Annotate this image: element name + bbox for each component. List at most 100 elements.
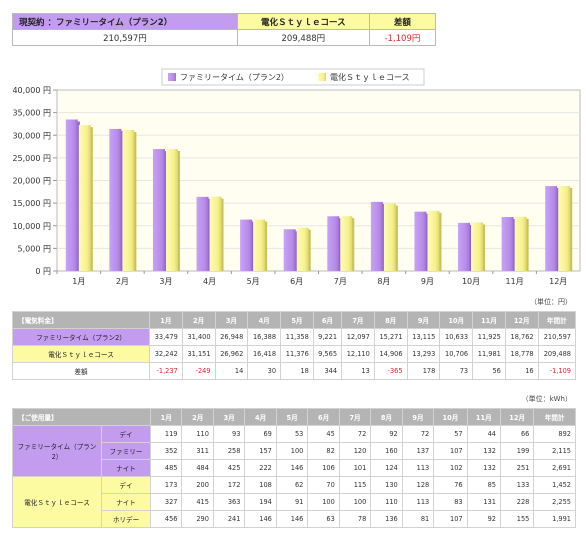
value-cell: 241 (212, 510, 246, 528)
value-cell: 32,242 (149, 345, 183, 363)
bar-side (133, 132, 137, 271)
bar-family (65, 119, 78, 271)
value-cell: 100 (307, 493, 340, 511)
value-cell: 128 (401, 476, 435, 494)
value-cell: 107 (433, 510, 468, 528)
value-cell: -365 (373, 362, 408, 380)
x-tick-label: 3月 (159, 277, 172, 286)
bar-denka (165, 148, 178, 271)
bar-side (556, 188, 560, 271)
total-cell: 210,597 (537, 328, 577, 346)
sub-label: ファミリー (101, 442, 151, 460)
sub-label: ホリデー (101, 510, 151, 528)
bar-side (381, 203, 385, 271)
bar-denka (427, 210, 440, 271)
value-cell: 53 (275, 425, 309, 443)
value-cell: 66 (499, 425, 535, 443)
y-tick-label: 10,000 円 (12, 222, 51, 231)
value-cell: 16,388 (247, 328, 282, 346)
table-row: 電化Ｓｔｙｌｅコース 32,242 31,151 26,962 16,418 11,376… (12, 345, 577, 363)
table-row: ホリデー 456 290 241 146 146 63 78 136 81 107 92 155 1,99… (13, 510, 576, 528)
row-label: 差額 (12, 362, 150, 380)
value-cell: 101 (338, 459, 372, 477)
value-cell: 26,948 (214, 328, 249, 346)
bar-family (240, 219, 253, 271)
value-cell: 70 (307, 476, 340, 494)
value-cell: 73 (439, 362, 474, 380)
value-cell: 131 (466, 493, 501, 511)
value-cell: 33,479 (149, 328, 183, 346)
table-row: ファミリータイム（プラン2） 33,479 31,400 26,948 16,388 11… (12, 328, 577, 346)
value-cell: 11,981 (472, 345, 506, 363)
bar-family (152, 149, 165, 271)
bar-denka (340, 216, 353, 271)
bar-family (501, 217, 514, 271)
bar-side (207, 198, 211, 271)
y-tick-label: 20,000 円 (12, 177, 51, 186)
bar-side (251, 221, 255, 271)
value-cell: 69 (244, 425, 277, 443)
x-tick-label: 10月 (462, 277, 480, 286)
legend-label-family: ファミリータイム（プラン2） (180, 73, 289, 82)
value-cell: 120 (338, 442, 372, 460)
group-label: ファミリータイム（プラン2） (12, 425, 102, 477)
value-cell: 93 (212, 425, 246, 443)
month-header: 11月 (472, 311, 506, 329)
value-cell: 14 (214, 362, 249, 380)
value-cell: 178 (406, 362, 441, 380)
x-tick-label: 11月 (506, 277, 524, 286)
value-cell: 146 (275, 459, 309, 477)
summary-new-value: 209,488円 (236, 29, 370, 46)
y-tick-label: 15,000 円 (12, 199, 51, 208)
row-label: 電化Ｓｔｙｌｅコース (12, 345, 150, 363)
value-cell: 352 (149, 442, 183, 460)
bar-side (294, 231, 298, 271)
value-cell: 31,151 (181, 345, 216, 363)
value-cell: 11,925 (472, 328, 506, 346)
usage-unit-label: （単位：kWh） (521, 395, 572, 403)
value-cell: 13,115 (406, 328, 441, 346)
value-cell: 13 (341, 362, 375, 380)
month-header: 7月 (338, 408, 372, 426)
value-cell: 56 (472, 362, 506, 380)
y-tick-label: 30,000 円 (12, 131, 51, 140)
bar-denka (558, 186, 571, 271)
value-cell: 92 (370, 425, 403, 443)
value-cell: 258 (212, 442, 246, 460)
bar-side (176, 150, 180, 271)
bar-denka (383, 203, 396, 271)
summary-table: 現契約 ：ファミリータイム（プラン2） 電化Ｓｔｙｌｅコース 差額 210,59… (12, 13, 437, 46)
bar-side (264, 221, 268, 271)
table-row: ファミリータイム（プラン2） デイ 119 110 93 69 53 45 72 92 72 57 44… (12, 425, 576, 477)
month-header: 6月 (312, 311, 343, 329)
value-cell: 102 (433, 459, 468, 477)
value-cell: 16 (504, 362, 539, 380)
total-cell: 1,452 (533, 476, 576, 494)
month-header: 7月 (341, 311, 375, 329)
legend-box (161, 68, 425, 86)
month-header: 5月 (275, 408, 309, 426)
value-cell: 311 (181, 442, 214, 460)
summary-new-header: 電化Ｓｔｙｌｅコース (236, 13, 370, 30)
value-cell: 76 (433, 476, 468, 494)
bars (65, 119, 573, 271)
bar-family (327, 216, 340, 271)
value-cell: 363 (212, 493, 246, 511)
value-cell: 146 (275, 510, 309, 528)
bar-denka (296, 227, 309, 271)
legend: ファミリータイム（プラン2） 電化Ｓｔｙｌｅコース (161, 68, 425, 86)
month-header: 11月 (466, 408, 501, 426)
bar-side (120, 130, 124, 271)
month-header: 2月 (181, 311, 216, 329)
bar-side (163, 151, 167, 271)
total-cell: 892 (533, 425, 576, 443)
total-cell: 209,488 (537, 345, 577, 363)
month-header: 12月 (499, 408, 535, 426)
value-cell: 100 (275, 442, 309, 460)
value-cell: 31,400 (181, 328, 216, 346)
value-cell: 110 (181, 425, 214, 443)
value-cell: 222 (244, 459, 277, 477)
value-cell: 415 (181, 493, 214, 511)
y-tick-label: 5,000 円 (18, 244, 51, 253)
bar-side (220, 198, 224, 271)
